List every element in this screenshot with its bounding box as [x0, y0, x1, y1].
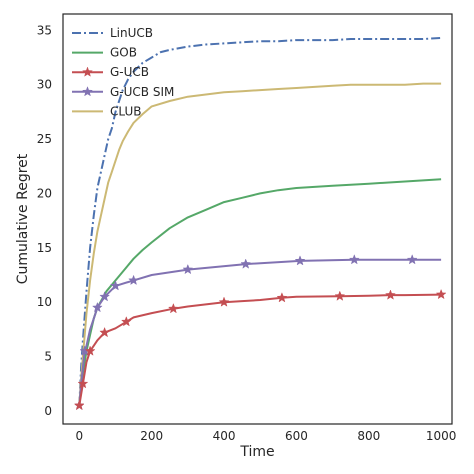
x-tick-label: 400 — [213, 429, 236, 443]
legend-item: GOB — [72, 46, 137, 60]
y-tick-label: 25 — [37, 132, 52, 146]
y-tick-label: 30 — [37, 78, 52, 92]
data-point-marker — [120, 316, 132, 327]
data-point-marker — [240, 258, 252, 269]
series-g-ucb-sim — [73, 254, 442, 411]
y-tick-label: 35 — [37, 23, 52, 37]
legend-marker — [82, 86, 93, 97]
data-point-marker — [128, 274, 139, 286]
y-tick-label: 15 — [37, 241, 52, 255]
series-linucb — [78, 36, 442, 406]
data-point-marker — [110, 280, 121, 291]
x-tick-label: 0 — [75, 429, 83, 443]
data-point-marker — [84, 345, 96, 356]
legend: LinUCB GOB G-UCB G-UCB SIM CLUB — [72, 26, 174, 118]
data-point-marker — [73, 399, 85, 411]
data-point-marker — [77, 378, 89, 389]
legend-item: G-UCB SIM — [72, 85, 174, 99]
series-layer — [73, 36, 447, 411]
data-point-marker — [435, 288, 447, 300]
x-tick-label: 200 — [140, 429, 163, 443]
legend-label: G-UCB SIM — [110, 85, 174, 99]
data-point-marker — [385, 289, 396, 300]
y-tick-label: 20 — [37, 186, 52, 200]
y-tick-label: 5 — [44, 350, 52, 364]
legend-item: G-UCB — [72, 65, 149, 79]
data-point-marker — [99, 326, 111, 338]
series-club — [78, 82, 442, 406]
data-point-marker — [218, 296, 230, 307]
series-line — [78, 82, 442, 406]
data-point-marker — [348, 254, 360, 265]
series-g-ucb — [73, 288, 447, 411]
legend-label: CLUB — [110, 104, 141, 118]
data-point-marker — [91, 301, 103, 313]
data-point-marker — [334, 290, 346, 301]
data-point-marker — [182, 263, 194, 275]
axis-ticks: 0 200 400 600 800 1000 0 5 10 15 20 25 30 35 — [37, 23, 457, 443]
data-point-marker — [167, 302, 179, 314]
x-axis-title: Time — [239, 444, 274, 460]
legend-item: CLUB — [72, 104, 141, 118]
data-point-marker — [276, 292, 288, 303]
legend-label: GOB — [110, 46, 137, 60]
data-point-marker — [99, 291, 111, 302]
data-point-marker — [294, 255, 306, 266]
plot-frame — [62, 13, 453, 425]
y-axis-title: Cumulative Regret — [15, 153, 31, 284]
legend-label: G-UCB — [110, 65, 149, 79]
x-tick-label: 800 — [357, 429, 380, 443]
data-point-marker — [406, 254, 418, 265]
y-tick-label: 0 — [44, 404, 52, 418]
y-tick-label: 10 — [37, 295, 52, 309]
series-line — [78, 36, 442, 406]
x-tick-label: 1000 — [426, 429, 457, 443]
x-tick-label: 600 — [285, 429, 308, 443]
legend-item: LinUCB — [72, 26, 153, 40]
legend-label: LinUCB — [110, 26, 153, 40]
series-line — [78, 258, 442, 406]
legend-marker — [82, 66, 93, 77]
